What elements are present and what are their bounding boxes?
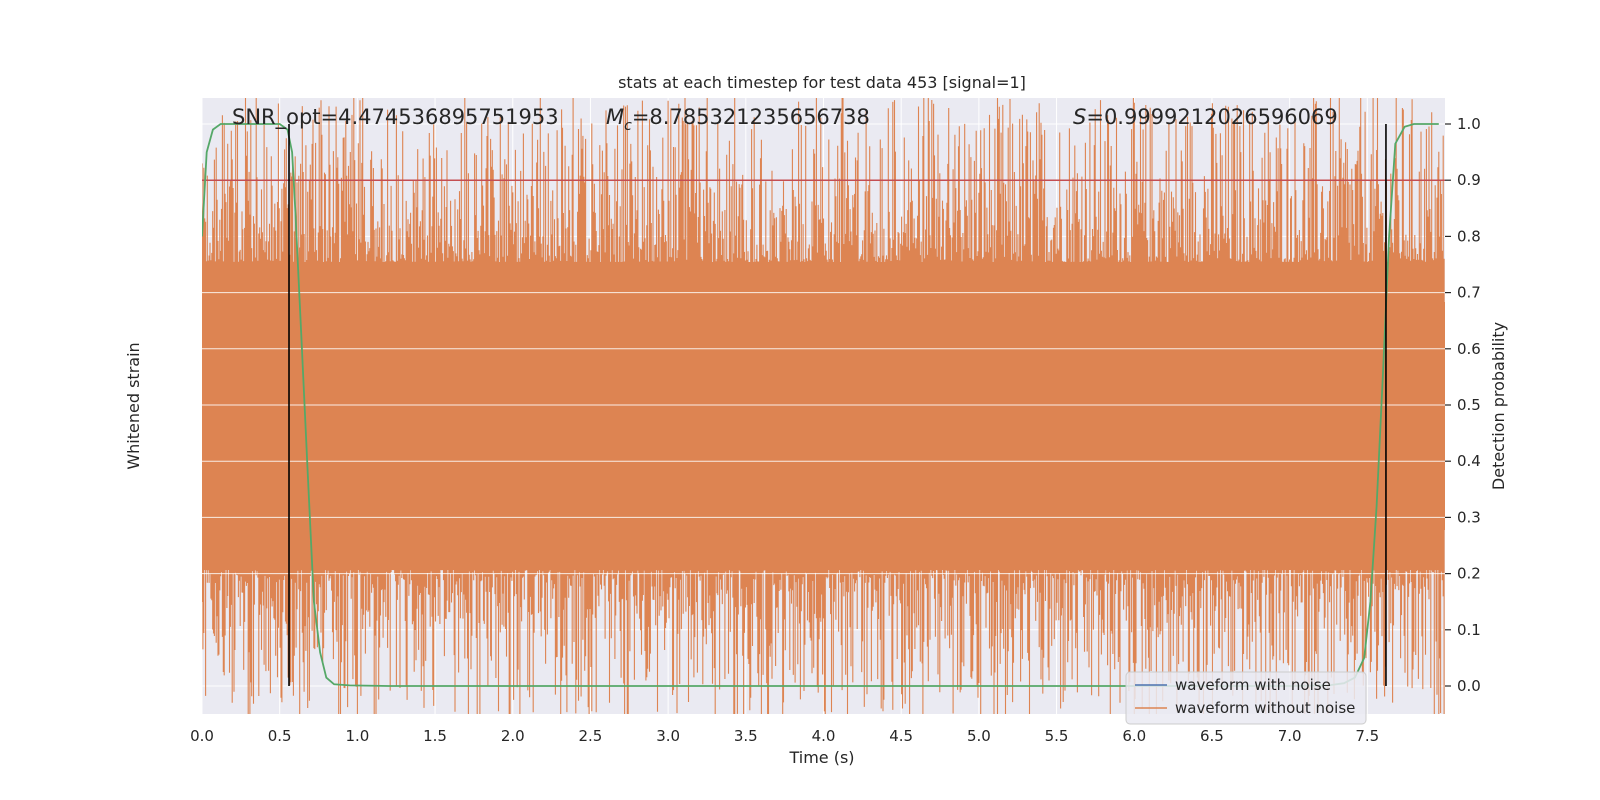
x-tick-label-7: 3.5 xyxy=(734,727,758,745)
s-value: =0.9999212026596069 xyxy=(1086,105,1337,129)
x-tick-label-4: 2.0 xyxy=(501,727,525,745)
chirp-mass-subscript: c xyxy=(624,118,632,134)
right-y-axis-label: Detection probability xyxy=(1489,322,1508,490)
s-annotation: S=0.9999212026596069 xyxy=(1073,105,1338,129)
x-tick-label-14: 7.0 xyxy=(1278,727,1302,745)
x-tick-label-6: 3.0 xyxy=(656,727,680,745)
x-tick-label-2: 1.0 xyxy=(345,727,369,745)
x-tick-label-8: 4.0 xyxy=(812,727,836,745)
x-tick-label-15: 7.5 xyxy=(1355,727,1379,745)
legend-label-waveform-with-noise: waveform with noise xyxy=(1175,676,1331,694)
right-y-tick-label-3: 0.3 xyxy=(1457,508,1481,526)
right-y-tick-label-1: 0.1 xyxy=(1457,621,1481,639)
x-tick-label-1: 0.5 xyxy=(268,727,292,745)
chirp-mass-value: =8.785321235656738 xyxy=(632,105,870,129)
x-tick-label-12: 6.0 xyxy=(1122,727,1146,745)
x-tick-label-11: 5.5 xyxy=(1045,727,1069,745)
chirp-mass-annotation: Mc=8.785321235656738 xyxy=(606,105,870,134)
right-y-tick-label-9: 0.9 xyxy=(1457,171,1481,189)
detection-probability-line xyxy=(202,123,1439,687)
right-y-tick-label-7: 0.7 xyxy=(1457,284,1481,302)
right-y-tick-label-6: 0.6 xyxy=(1457,340,1481,358)
x-tick-label-3: 1.5 xyxy=(423,727,447,745)
right-y-tick-label-4: 0.4 xyxy=(1457,452,1481,470)
x-tick-label-13: 6.5 xyxy=(1200,727,1224,745)
chirp-mass-symbol: M xyxy=(606,105,624,129)
right-y-tick-label-8: 0.8 xyxy=(1457,227,1481,245)
whitened-strain-band xyxy=(202,98,1445,714)
x-axis-ticks: 0.0 0.5 1.0 1.5 2.0 2.5 3.0 3.5 4.0 4.5 5.0 5.5 6.0 6… xyxy=(190,727,1379,745)
left-y-axis-label: Whitened strain xyxy=(124,342,143,469)
legend: waveform with noise waveform without noi… xyxy=(1125,671,1367,725)
legend-box xyxy=(1125,671,1367,725)
vertical-markers xyxy=(288,124,1387,686)
right-y-axis-ticks: 0.0 0.1 0.2 0.3 0.4 0.5 0.6 0.7 0.8 0.9 1.0 xyxy=(1445,115,1481,695)
x-axis-label: Time (s) xyxy=(788,748,854,767)
right-y-tick-label-2: 0.2 xyxy=(1457,565,1481,583)
right-y-tick-label-5: 0.5 xyxy=(1457,396,1481,414)
x-tick-label-5: 2.5 xyxy=(579,727,603,745)
legend-label-waveform-without-noise: waveform without noise xyxy=(1175,699,1355,717)
x-tick-label-9: 4.5 xyxy=(889,727,913,745)
s-symbol: S xyxy=(1073,105,1086,129)
right-y-tick-label-0: 0.0 xyxy=(1457,677,1481,695)
x-tick-label-10: 5.0 xyxy=(967,727,991,745)
snr-annotation: SNR_opt=4.474536895751953 xyxy=(232,105,559,130)
right-y-tick-label-10: 1.0 xyxy=(1457,115,1481,133)
detection-probability-layer xyxy=(202,123,1445,687)
strain-waveform-without-noise xyxy=(202,98,1445,714)
x-tick-label-0: 0.0 xyxy=(190,727,214,745)
chart-title: stats at each timestep for test data 453… xyxy=(618,73,1026,92)
